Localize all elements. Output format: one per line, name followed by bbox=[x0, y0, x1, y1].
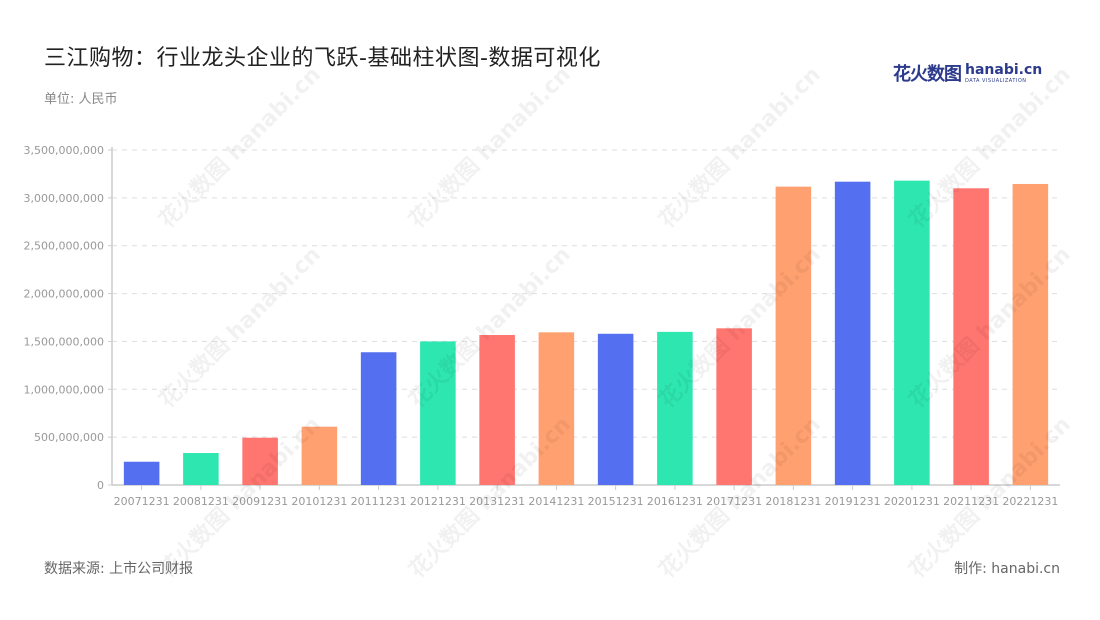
x-tick-label: 20221231 bbox=[1002, 495, 1058, 508]
brand-logo: 花火数图 hanabi.cn DATA VISUALIZATION bbox=[893, 60, 1042, 86]
logo-text-en-block: hanabi.cn DATA VISUALIZATION bbox=[965, 63, 1042, 84]
y-tick-label: 1,000,000,000 bbox=[24, 383, 104, 396]
bar: 20081231: 334,000,000 bbox=[183, 453, 219, 485]
bar: 20131231: 1,567,000,000 bbox=[479, 335, 515, 485]
chart-title: 三江购物：行业龙头企业的飞跃-基础柱状图-数据可视化 bbox=[44, 46, 601, 71]
maker-credit: 制作: hanabi.cn bbox=[954, 561, 1060, 577]
y-tick-label: 3,000,000,000 bbox=[24, 192, 104, 205]
logo-subtitle: DATA VISUALIZATION bbox=[965, 77, 1027, 84]
x-tick-label: 20121231 bbox=[410, 495, 466, 508]
bar: 20091231: 494,000,000 bbox=[242, 437, 278, 485]
x-tick-label: 20201231 bbox=[884, 495, 940, 508]
logo-text-en: hanabi.cn bbox=[965, 61, 1043, 78]
y-tick-label: 2,000,000,000 bbox=[24, 288, 104, 301]
y-tick-label: 500,000,000 bbox=[34, 431, 104, 444]
bar: 20161231: 1,600,000,000 bbox=[657, 331, 693, 485]
bar: 20121231: 1,500,000,000 bbox=[420, 341, 456, 485]
bar: 20111231: 1,387,000,000 bbox=[360, 352, 397, 485]
x-tick-label: 20161231 bbox=[647, 495, 703, 508]
y-tick-label: 2,500,000,000 bbox=[24, 240, 104, 253]
x-tick-label: 20151231 bbox=[588, 495, 644, 508]
x-tick-label: 20081231 bbox=[173, 495, 229, 508]
bar: 20141231: 1,595,000,000 bbox=[538, 332, 575, 485]
logo-text-cn: 花火数图 bbox=[893, 64, 962, 85]
data-source: 数据来源: 上市公司财报 bbox=[44, 561, 194, 577]
unit-label: 单位: 人民币 bbox=[44, 92, 118, 107]
x-tick-label: 20071231 bbox=[114, 495, 170, 508]
y-tick-label: 0 bbox=[97, 479, 104, 492]
bar: 20211231: 3,100,000,000 bbox=[953, 188, 989, 486]
bar: 20071231: 243,000,000 bbox=[123, 461, 160, 485]
x-tick-label: 20141231 bbox=[528, 495, 584, 508]
x-tick-label: 20131231 bbox=[469, 495, 525, 508]
bar: 20151231: 1,580,000,000 bbox=[597, 333, 634, 485]
bar: 20221231: 3,145,000,000 bbox=[1012, 183, 1049, 485]
y-tick-label: 3,500,000,000 bbox=[24, 144, 104, 157]
x-tick-label: 20171231 bbox=[706, 495, 762, 508]
bar: 20181231: 3,117,000,000 bbox=[775, 186, 812, 485]
x-tick-label: 20211231 bbox=[943, 495, 999, 508]
x-tick-label: 20181231 bbox=[765, 495, 821, 508]
bar: 20101231: 609,000,000 bbox=[301, 426, 338, 485]
bar: 20171231: 1,637,000,000 bbox=[716, 328, 752, 485]
bar: 20191231: 3,169,000,000 bbox=[834, 181, 871, 485]
x-tick-label: 20091231 bbox=[232, 495, 288, 508]
x-tick-label: 20111231 bbox=[351, 495, 407, 508]
x-tick-label: 20191231 bbox=[825, 495, 881, 508]
x-tick-label: 20101231 bbox=[291, 495, 347, 508]
bar: 20201231: 3,180,000,000 bbox=[894, 180, 930, 485]
y-tick-label: 1,500,000,000 bbox=[24, 335, 104, 348]
